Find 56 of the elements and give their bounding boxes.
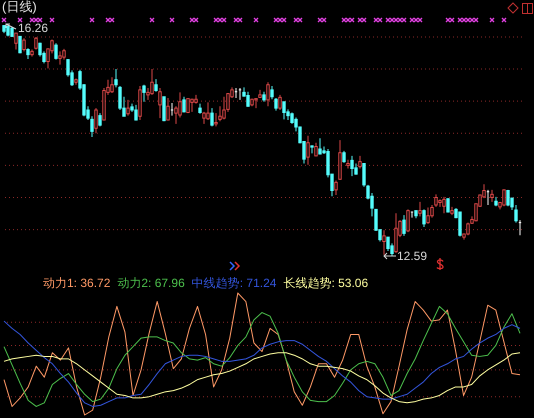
candlestick bbox=[306, 135, 310, 166]
candlestick bbox=[446, 198, 450, 214]
candlestick bbox=[114, 68, 118, 88]
series-label: 动力1: 36.72 bbox=[43, 276, 111, 290]
candlestick bbox=[210, 108, 214, 127]
candlestick bbox=[262, 91, 266, 102]
candlestick bbox=[334, 180, 338, 196]
candlestick bbox=[434, 194, 438, 208]
candlestick bbox=[190, 98, 194, 112]
candlestick bbox=[58, 50, 62, 66]
candlestick bbox=[406, 208, 410, 233]
candlestick bbox=[142, 84, 146, 102]
text: 动力2: 67.96 bbox=[117, 276, 186, 290]
candlestick bbox=[126, 99, 130, 116]
candlestick bbox=[442, 196, 446, 214]
chart-title: (日线) bbox=[2, 0, 37, 14]
candlestick bbox=[174, 106, 178, 124]
candlestick bbox=[166, 98, 170, 122]
candlestick bbox=[186, 98, 190, 114]
candlestick bbox=[506, 189, 510, 207]
candlestick bbox=[14, 32, 18, 50]
candlestick bbox=[426, 207, 430, 224]
candlestick bbox=[386, 236, 390, 252]
candlestick bbox=[218, 106, 222, 122]
candlestick bbox=[214, 112, 218, 127]
candlestick bbox=[198, 103, 202, 114]
annotation: 12.59 bbox=[397, 249, 428, 263]
candlestick bbox=[494, 196, 498, 207]
candlestick bbox=[206, 102, 210, 121]
candlestick bbox=[90, 116, 94, 138]
candlestick bbox=[26, 48, 30, 60]
candlestick bbox=[314, 142, 318, 158]
candlestick bbox=[154, 78, 158, 92]
candlestick bbox=[254, 98, 258, 109]
text: 长线趋势: 53.06 bbox=[283, 276, 368, 290]
candlestick bbox=[54, 42, 58, 60]
candlestick bbox=[402, 214, 406, 236]
candlestick bbox=[34, 36, 38, 50]
candlestick bbox=[270, 86, 274, 100]
text: 中线趋势: 71.24 bbox=[192, 276, 277, 290]
candlestick bbox=[418, 201, 422, 217]
candlestick bbox=[422, 208, 426, 228]
candlestick bbox=[490, 189, 494, 202]
candlestick bbox=[202, 111, 206, 124]
candlestick bbox=[358, 155, 362, 170]
candlestick bbox=[182, 96, 186, 113]
candlestick bbox=[362, 162, 366, 188]
candlestick bbox=[466, 222, 470, 236]
candlestick bbox=[514, 204, 518, 224]
candlestick bbox=[158, 87, 162, 119]
candlestick bbox=[290, 112, 294, 124]
candlestick bbox=[22, 38, 26, 52]
annotation: 16.26 bbox=[18, 21, 48, 35]
candlestick bbox=[98, 112, 102, 127]
candlestick bbox=[318, 138, 322, 156]
candlestick bbox=[134, 104, 138, 122]
